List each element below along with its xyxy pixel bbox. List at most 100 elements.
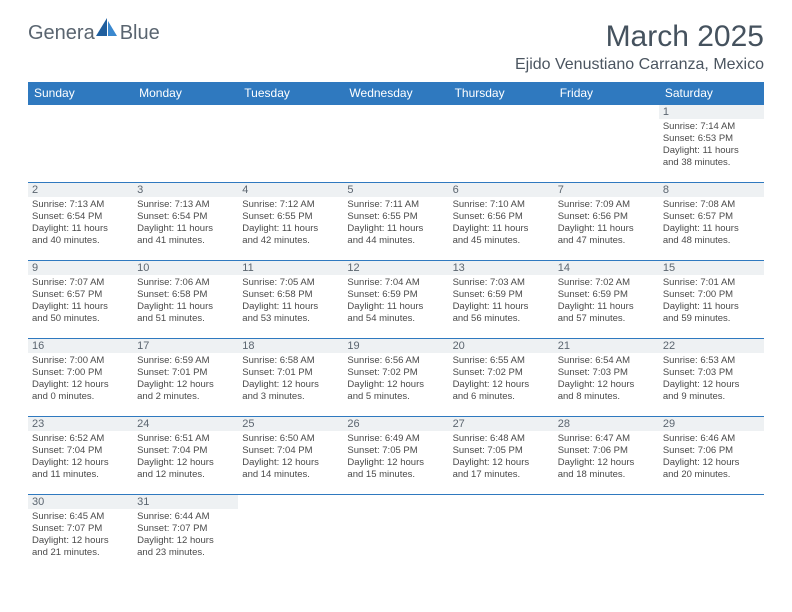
day-header: Saturday: [659, 82, 764, 105]
day-detail: Sunrise: 6:56 AMSunset: 7:02 PMDaylight:…: [347, 355, 444, 403]
day-number: 22: [659, 339, 764, 353]
calendar-cell: 2 Sunrise: 7:13 AMSunset: 6:54 PMDaylight…: [28, 183, 133, 261]
calendar-cell: 8Sunrise: 7:08 AMSunset: 6:57 PMDaylight…: [659, 183, 764, 261]
calendar-cell: 23Sunrise: 6:52 AMSunset: 7:04 PMDayligh…: [28, 417, 133, 495]
calendar-cell: 4 Sunrise: 7:12 AMSunset: 6:55 PMDaylight…: [238, 183, 343, 261]
day-detail: Sunrise: 6:53 AMSunset: 7:03 PMDaylight:…: [663, 355, 760, 403]
calendar-cell: 15 Sunrise: 7:01 AMSunset: 7:00 PMDayligh…: [659, 261, 764, 339]
day-number: 19: [343, 339, 448, 353]
calendar-cell: 5Sunrise: 7:11 AMSunset: 6:55 PMDaylight…: [343, 183, 448, 261]
calendar-cell: [554, 495, 659, 573]
calendar-cell: [554, 105, 659, 183]
day-header: Monday: [133, 82, 238, 105]
calendar-cell: 1 Sunrise: 7:14 AMSunset: 6:53 PMDaylight…: [659, 105, 764, 183]
calendar-cell: 21 Sunrise: 6:54 AMSunset: 7:03 PMDayligh…: [554, 339, 659, 417]
calendar-cell: 26Sunrise: 6:49 AMSunset: 7:05 PMDayligh…: [343, 417, 448, 495]
calendar-cell: 31 Sunrise: 6:44 AMSunset: 7:07 PMDayligh…: [133, 495, 238, 573]
day-detail: Sunrise: 7:13 AMSunset: 6:54 PMDaylight:…: [32, 199, 129, 247]
day-detail: Sunrise: 6:44 AMSunset: 7:07 PMDaylight:…: [137, 511, 234, 559]
calendar-cell: 17 Sunrise: 6:59 AMSunset: 7:01 PMDayligh…: [133, 339, 238, 417]
day-detail: Sunrise: 7:07 AMSunset: 6:57 PMDaylight:…: [32, 277, 129, 325]
day-number: 28: [554, 417, 659, 431]
calendar-cell: 30 Sunrise: 6:45 AMSunset: 7:07 PMDayligh…: [28, 495, 133, 573]
day-header: Tuesday: [238, 82, 343, 105]
day-number: 27: [449, 417, 554, 431]
day-detail: Sunrise: 6:54 AMSunset: 7:03 PMDaylight:…: [558, 355, 655, 403]
day-number: 3: [133, 183, 238, 197]
day-number: 13: [449, 261, 554, 275]
day-detail: Sunrise: 6:45 AMSunset: 7:07 PMDaylight:…: [32, 511, 129, 559]
day-detail: Sunrise: 7:02 AMSunset: 6:59 PMDaylight:…: [558, 277, 655, 325]
calendar-cell: [343, 105, 448, 183]
calendar-cell: 28 Sunrise: 6:47 AMSunset: 7:06 PMDayligh…: [554, 417, 659, 495]
day-detail: Sunrise: 6:58 AMSunset: 7:01 PMDaylight:…: [242, 355, 339, 403]
calendar-cell: 9Sunrise: 7:07 AMSunset: 6:57 PMDaylight…: [28, 261, 133, 339]
calendar-cell: [343, 495, 448, 573]
day-number: 17: [133, 339, 238, 353]
day-detail: Sunrise: 7:06 AMSunset: 6:58 PMDaylight:…: [137, 277, 234, 325]
day-number: 7: [554, 183, 659, 197]
day-detail: Sunrise: 7:00 AMSunset: 7:00 PMDaylight:…: [32, 355, 129, 403]
day-number: 4: [238, 183, 343, 197]
calendar-cell: [238, 105, 343, 183]
day-detail: Sunrise: 7:12 AMSunset: 6:55 PMDaylight:…: [242, 199, 339, 247]
calendar-cell: 25Sunrise: 6:50 AMSunset: 7:04 PMDayligh…: [238, 417, 343, 495]
day-detail: Sunrise: 7:03 AMSunset: 6:59 PMDaylight:…: [453, 277, 550, 325]
day-number: 16: [28, 339, 133, 353]
calendar-cell: 16 Sunrise: 7:00 AMSunset: 7:00 PMDayligh…: [28, 339, 133, 417]
day-number: 21: [554, 339, 659, 353]
day-detail: Sunrise: 6:55 AMSunset: 7:02 PMDaylight:…: [453, 355, 550, 403]
day-number: 24: [133, 417, 238, 431]
header: Genera Blue March 2025 Ejido Venustiano …: [28, 20, 764, 74]
day-number: 2: [28, 183, 133, 197]
day-number: 11: [238, 261, 343, 275]
calendar-cell: 19 Sunrise: 6:56 AMSunset: 7:02 PMDayligh…: [343, 339, 448, 417]
day-detail: Sunrise: 7:01 AMSunset: 7:00 PMDaylight:…: [663, 277, 760, 325]
day-number: 14: [554, 261, 659, 275]
day-number: 1: [659, 105, 764, 119]
sail-icon: [96, 18, 118, 44]
logo-text-left: Genera: [28, 22, 95, 45]
calendar-cell: [449, 495, 554, 573]
day-detail: Sunrise: 6:47 AMSunset: 7:06 PMDaylight:…: [558, 433, 655, 481]
calendar-cell: 20 Sunrise: 6:55 AMSunset: 7:02 PMDayligh…: [449, 339, 554, 417]
calendar-cell: 10 Sunrise: 7:06 AMSunset: 6:58 PMDayligh…: [133, 261, 238, 339]
day-number: 23: [28, 417, 133, 431]
day-detail: Sunrise: 7:14 AMSunset: 6:53 PMDaylight:…: [663, 121, 760, 169]
day-number: 10: [133, 261, 238, 275]
calendar-cell: 18 Sunrise: 6:58 AMSunset: 7:01 PMDayligh…: [238, 339, 343, 417]
day-detail: Sunrise: 7:10 AMSunset: 6:56 PMDaylight:…: [453, 199, 550, 247]
calendar-cell: 11 Sunrise: 7:05 AMSunset: 6:58 PMDayligh…: [238, 261, 343, 339]
calendar-cell: 12Sunrise: 7:04 AMSunset: 6:59 PMDayligh…: [343, 261, 448, 339]
logo: Genera Blue: [28, 20, 160, 46]
calendar-cell: [449, 105, 554, 183]
location-subtitle: Ejido Venustiano Carranza, Mexico: [515, 56, 764, 74]
day-detail: Sunrise: 6:51 AMSunset: 7:04 PMDaylight:…: [137, 433, 234, 481]
day-header: Wednesday: [343, 82, 448, 105]
day-detail: Sunrise: 6:48 AMSunset: 7:05 PMDaylight:…: [453, 433, 550, 481]
calendar-table: SundayMondayTuesdayWednesdayThursdayFrid…: [28, 82, 764, 573]
day-number: 8: [659, 183, 764, 197]
calendar-cell: 6 Sunrise: 7:10 AMSunset: 6:56 PMDaylight…: [449, 183, 554, 261]
calendar-cell: 29Sunrise: 6:46 AMSunset: 7:06 PMDayligh…: [659, 417, 764, 495]
calendar-cell: 14 Sunrise: 7:02 AMSunset: 6:59 PMDayligh…: [554, 261, 659, 339]
day-number: 31: [133, 495, 238, 509]
day-detail: Sunrise: 7:04 AMSunset: 6:59 PMDaylight:…: [347, 277, 444, 325]
day-detail: Sunrise: 7:09 AMSunset: 6:56 PMDaylight:…: [558, 199, 655, 247]
day-detail: Sunrise: 7:11 AMSunset: 6:55 PMDaylight:…: [347, 199, 444, 247]
day-number: 29: [659, 417, 764, 431]
day-number: 18: [238, 339, 343, 353]
day-header: Friday: [554, 82, 659, 105]
day-number: 15: [659, 261, 764, 275]
day-detail: Sunrise: 7:05 AMSunset: 6:58 PMDaylight:…: [242, 277, 339, 325]
calendar-cell: [659, 495, 764, 573]
day-number: 6: [449, 183, 554, 197]
day-number: 20: [449, 339, 554, 353]
day-detail: Sunrise: 6:59 AMSunset: 7:01 PMDaylight:…: [137, 355, 234, 403]
calendar-cell: 3Sunrise: 7:13 AMSunset: 6:54 PMDaylight…: [133, 183, 238, 261]
day-number: 25: [238, 417, 343, 431]
calendar-cell: [238, 495, 343, 573]
day-number: 30: [28, 495, 133, 509]
page-title: March 2025: [515, 20, 764, 54]
day-number: 26: [343, 417, 448, 431]
